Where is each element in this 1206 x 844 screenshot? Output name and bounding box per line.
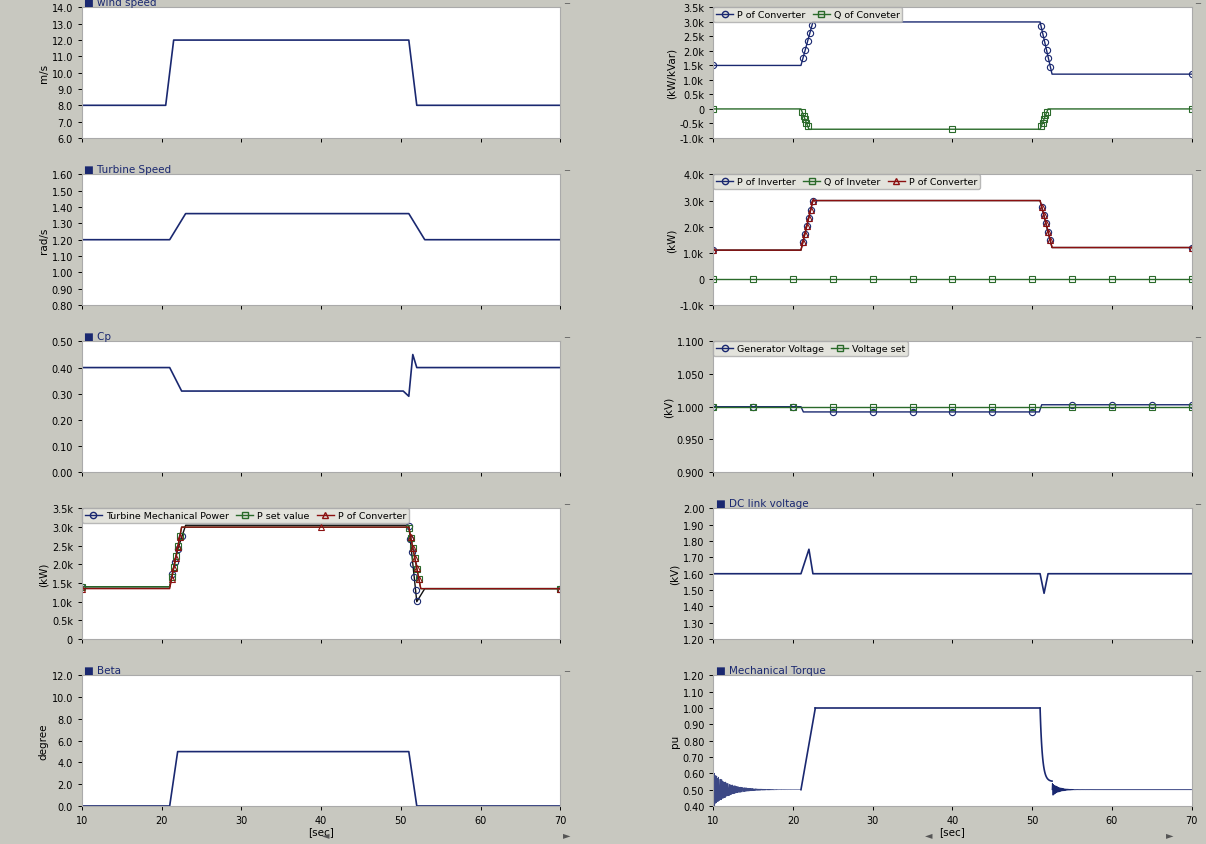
Text: ◄: ◄ — [925, 830, 932, 839]
Text: ■ wind speed: ■ wind speed — [84, 0, 157, 8]
X-axis label: [sec]: [sec] — [309, 826, 334, 836]
Text: ■ Turbine Speed: ■ Turbine Speed — [84, 165, 171, 175]
Y-axis label: (kW): (kW) — [667, 228, 677, 252]
Text: −: − — [563, 165, 569, 175]
X-axis label: [sec]: [sec] — [939, 826, 965, 836]
Text: ►: ► — [1166, 830, 1173, 839]
Text: ■ Mechanical Torque: ■ Mechanical Torque — [715, 665, 825, 675]
Text: −: − — [1194, 333, 1201, 342]
Text: −: − — [563, 0, 569, 8]
Y-axis label: pu: pu — [671, 734, 680, 748]
Text: ■ Cp: ■ Cp — [84, 332, 111, 342]
Legend: P of Inverter, Q of Inveter, P of Converter: P of Inverter, Q of Inveter, P of Conver… — [713, 176, 980, 190]
Legend: Generator Voltage, Voltage set: Generator Voltage, Voltage set — [713, 342, 908, 357]
Text: −: − — [563, 500, 569, 508]
Y-axis label: rad/s: rad/s — [39, 227, 48, 253]
Text: −: − — [563, 666, 569, 675]
Text: ■ Beta: ■ Beta — [84, 665, 122, 675]
Legend: Turbine Mechanical Power, P set value, P of Converter: Turbine Mechanical Power, P set value, P… — [82, 509, 409, 523]
Y-axis label: (kW/kVar): (kW/kVar) — [667, 48, 677, 99]
Text: −: − — [1194, 0, 1201, 8]
Legend: P of Converter, Q of Conveter: P of Converter, Q of Conveter — [713, 8, 902, 23]
Text: −: − — [1194, 666, 1201, 675]
Y-axis label: degree: degree — [39, 722, 48, 759]
Text: −: − — [563, 333, 569, 342]
Text: −: − — [1194, 500, 1201, 508]
Y-axis label: m/s: m/s — [39, 64, 48, 84]
Y-axis label: (kV): (kV) — [663, 397, 674, 418]
Text: ◄: ◄ — [322, 830, 329, 839]
Y-axis label: (kW): (kW) — [39, 562, 49, 587]
Text: ■ DC link voltage: ■ DC link voltage — [715, 499, 808, 509]
Y-axis label: (kV): (kV) — [671, 564, 680, 585]
Text: ►: ► — [563, 830, 570, 839]
Text: −: − — [1194, 165, 1201, 175]
